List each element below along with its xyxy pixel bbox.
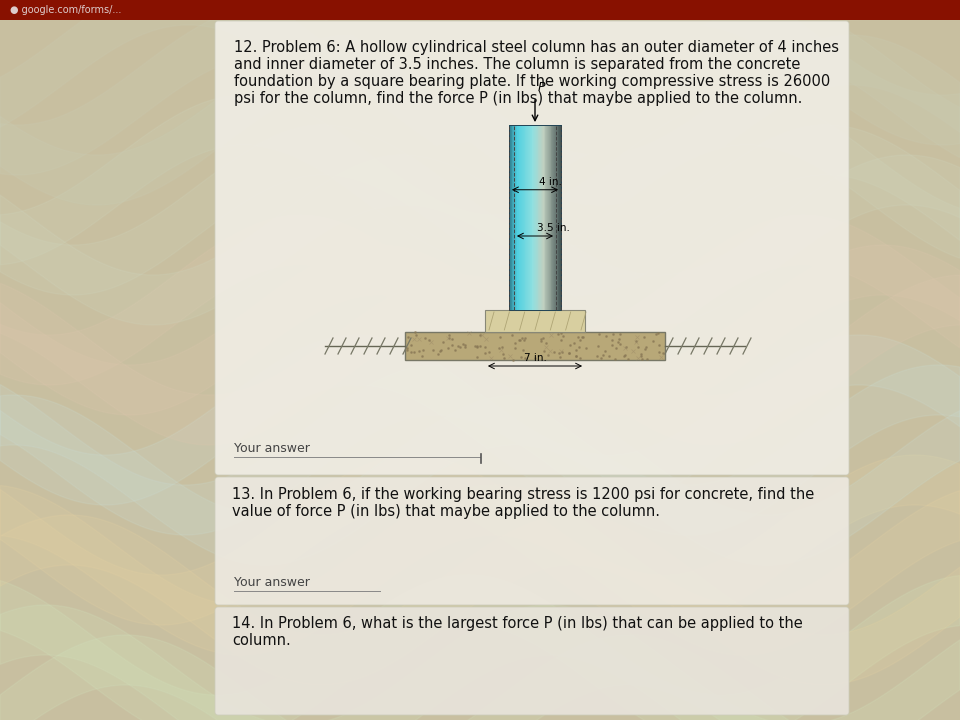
Bar bbox=[536, 125, 538, 310]
Bar bbox=[560, 125, 562, 310]
Bar bbox=[551, 125, 553, 310]
Bar bbox=[524, 125, 526, 310]
Bar bbox=[539, 125, 540, 310]
Bar bbox=[509, 125, 561, 310]
Bar bbox=[516, 125, 517, 310]
Bar bbox=[549, 125, 550, 310]
Bar bbox=[405, 332, 665, 360]
Bar bbox=[523, 125, 524, 310]
Bar bbox=[511, 125, 512, 310]
Bar bbox=[546, 125, 547, 310]
Bar bbox=[552, 125, 554, 310]
Bar bbox=[521, 125, 522, 310]
Bar bbox=[529, 125, 530, 310]
Text: column.: column. bbox=[232, 633, 291, 648]
Bar bbox=[547, 125, 548, 310]
Bar bbox=[533, 125, 535, 310]
Bar bbox=[526, 125, 528, 310]
Bar bbox=[538, 125, 539, 310]
Bar bbox=[545, 125, 547, 310]
Bar bbox=[532, 125, 533, 310]
Bar bbox=[517, 125, 519, 310]
Text: 12. Problem 6: A hollow cylindrical steel column has an outer diameter of 4 inch: 12. Problem 6: A hollow cylindrical stee… bbox=[234, 40, 839, 55]
Bar bbox=[513, 125, 514, 310]
Text: ● google.com/forms/...: ● google.com/forms/... bbox=[10, 5, 121, 15]
FancyBboxPatch shape bbox=[215, 21, 849, 475]
Bar bbox=[531, 125, 532, 310]
Bar bbox=[541, 125, 542, 310]
Bar bbox=[485, 310, 585, 332]
Bar bbox=[550, 125, 551, 310]
Bar bbox=[516, 125, 518, 310]
Bar bbox=[509, 125, 511, 310]
Text: 3.5 in.: 3.5 in. bbox=[537, 223, 570, 233]
Bar bbox=[510, 125, 512, 310]
Bar bbox=[544, 125, 546, 310]
Bar bbox=[537, 125, 539, 310]
Bar bbox=[559, 125, 560, 310]
Bar bbox=[514, 125, 515, 310]
Text: and inner diameter of 3.5 inches. The column is separated from the concrete: and inner diameter of 3.5 inches. The co… bbox=[234, 57, 801, 72]
Bar bbox=[518, 125, 520, 310]
Bar bbox=[520, 125, 521, 310]
Bar bbox=[534, 125, 536, 310]
FancyBboxPatch shape bbox=[215, 477, 849, 605]
Text: Your answer: Your answer bbox=[234, 576, 310, 589]
Bar bbox=[556, 125, 557, 310]
Bar bbox=[527, 125, 529, 310]
Bar bbox=[525, 125, 527, 310]
Bar bbox=[551, 125, 552, 310]
Bar bbox=[557, 125, 558, 310]
Text: P: P bbox=[538, 81, 545, 94]
Bar bbox=[535, 125, 537, 310]
Text: value of force P (in lbs) that maybe applied to the column.: value of force P (in lbs) that maybe app… bbox=[232, 504, 660, 519]
Bar bbox=[558, 125, 559, 310]
Text: psi for the column, find the force P (in lbs) that maybe applied to the column.: psi for the column, find the force P (in… bbox=[234, 91, 803, 106]
Bar bbox=[530, 125, 531, 310]
FancyBboxPatch shape bbox=[215, 607, 849, 715]
Bar bbox=[543, 125, 545, 310]
Text: 13. In Problem 6, if the working bearing stress is 1200 psi for concrete, find t: 13. In Problem 6, if the working bearing… bbox=[232, 487, 814, 502]
Bar bbox=[548, 125, 549, 310]
Bar bbox=[542, 125, 543, 310]
Text: 14. In Problem 6, what is the largest force P (in lbs) that can be applied to th: 14. In Problem 6, what is the largest fo… bbox=[232, 616, 803, 631]
Text: 7 in.: 7 in. bbox=[523, 353, 546, 363]
Bar bbox=[522, 125, 523, 310]
Bar bbox=[533, 125, 534, 310]
Text: foundation by a square bearing plate. If the working compressive stress is 26000: foundation by a square bearing plate. If… bbox=[234, 74, 830, 89]
Bar bbox=[0, 0, 960, 20]
Text: Your answer: Your answer bbox=[234, 442, 310, 455]
Bar bbox=[542, 125, 544, 310]
Bar bbox=[560, 125, 561, 310]
Bar bbox=[512, 125, 513, 310]
Bar bbox=[515, 125, 516, 310]
Bar bbox=[554, 125, 556, 310]
Text: 4 in.: 4 in. bbox=[539, 176, 562, 186]
Bar bbox=[524, 125, 525, 310]
Bar bbox=[519, 125, 520, 310]
Bar bbox=[528, 125, 529, 310]
Bar bbox=[540, 125, 541, 310]
Bar bbox=[555, 125, 556, 310]
Bar bbox=[553, 125, 555, 310]
